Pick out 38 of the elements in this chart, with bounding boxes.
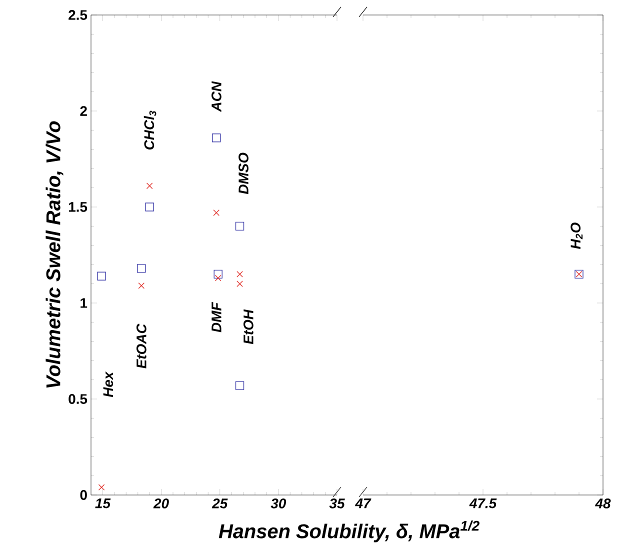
point xyxy=(137,264,146,273)
annotation: ACN xyxy=(212,81,222,112)
point xyxy=(236,280,243,287)
x-tick-label: 35 xyxy=(329,498,345,508)
x-tick-label: 25 xyxy=(212,498,228,508)
x-tick-label: 15 xyxy=(95,498,111,508)
point xyxy=(235,381,244,390)
annotation: EtOAC xyxy=(136,324,146,368)
annotation: EtOH xyxy=(243,309,254,344)
x-tick-label: 47 xyxy=(355,498,372,508)
annotation: Hex xyxy=(103,371,114,398)
x-tick-label: 20 xyxy=(153,498,169,508)
point xyxy=(235,222,244,231)
point xyxy=(213,210,220,216)
point xyxy=(214,274,222,282)
point xyxy=(212,134,221,142)
annotation: CHCl$_{3}$ xyxy=(144,110,156,150)
y-tick-label: 2 xyxy=(80,106,87,116)
point xyxy=(146,182,153,190)
point xyxy=(214,270,222,279)
point xyxy=(145,202,154,212)
point xyxy=(98,484,105,490)
annotation: H$_{2}$O xyxy=(570,222,583,249)
y-tick-label: 0.5 xyxy=(68,394,88,404)
x-tick-label: 48 xyxy=(595,498,611,508)
x-tick-label: 30 xyxy=(270,498,286,508)
point xyxy=(236,271,243,278)
y-tick-label: 0 xyxy=(80,490,87,500)
annotation: DMSO xyxy=(238,152,248,194)
y-tick-label: 1.5 xyxy=(68,202,88,212)
point xyxy=(97,272,106,280)
point xyxy=(138,282,145,289)
annotation: DMF xyxy=(212,302,222,332)
x-axis-title: Hansen Solubility, δ, MPa$^{1/2}$ xyxy=(218,520,480,542)
y-tick-label: 1 xyxy=(80,298,88,308)
y-axis-title: Volumetric Swell Ratio, V/Vo xyxy=(46,121,64,388)
y-tick-label: 2.5 xyxy=(68,10,88,20)
x-tick-label: 47.5 xyxy=(469,498,497,508)
